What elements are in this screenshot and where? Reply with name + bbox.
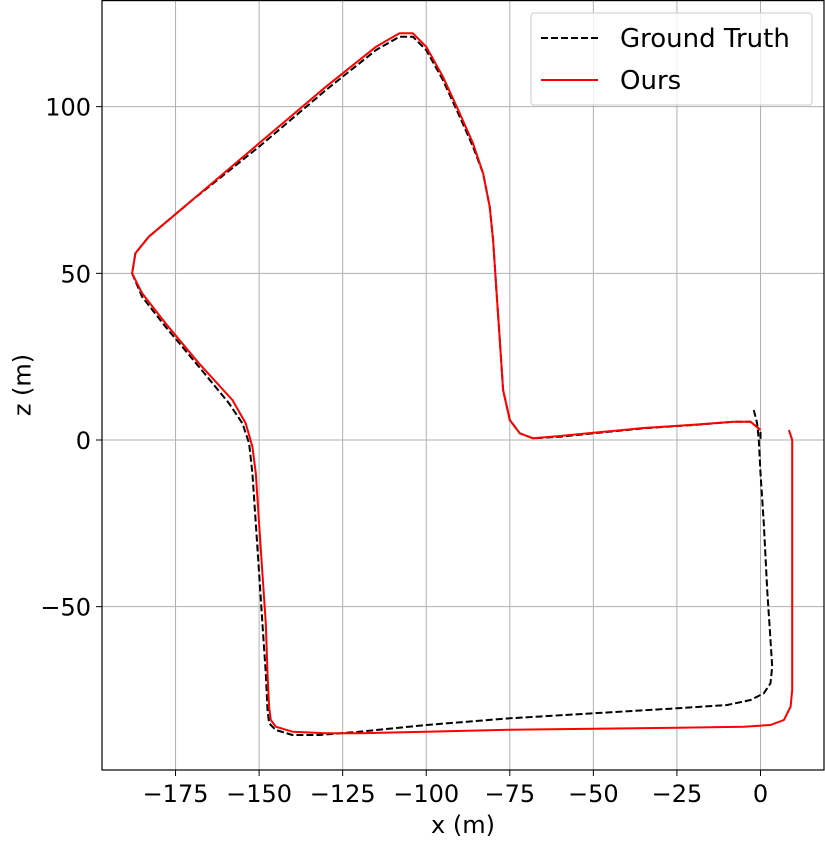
x-tick-label: −175	[143, 780, 209, 808]
x-tick-label: −125	[310, 780, 376, 808]
grid-lines	[102, 0, 824, 770]
plot-frame	[101, 0, 825, 771]
x-tick-label: −100	[393, 780, 459, 808]
legend-label-ground-truth: Ground Truth	[620, 24, 790, 54]
y-tick-label: 0	[76, 427, 91, 455]
legend-label-ours: Ours	[620, 66, 681, 96]
axis-ticks: −175 −150 −125 −100 −75 −50 −25 0 −50 0 50 100	[40, 94, 768, 808]
x-tick-label: −150	[226, 780, 292, 808]
x-axis-label: x (m)	[431, 811, 495, 839]
x-tick-label: −75	[484, 780, 535, 808]
legend-box	[530, 12, 813, 106]
series-lines	[131, 32, 794, 736]
y-tick-label: −50	[40, 594, 91, 622]
legend: Ground Truth Ours	[530, 12, 813, 106]
x-tick-label: −50	[568, 780, 619, 808]
x-tick-label: 0	[753, 780, 768, 808]
x-tick-label: −25	[652, 780, 703, 808]
series-line-ours	[131, 32, 794, 735]
y-tick-label: 100	[45, 94, 91, 122]
y-axis-label: z (m)	[8, 354, 36, 416]
series-line-ground-truth	[131, 35, 774, 736]
y-tick-label: 50	[60, 260, 91, 288]
